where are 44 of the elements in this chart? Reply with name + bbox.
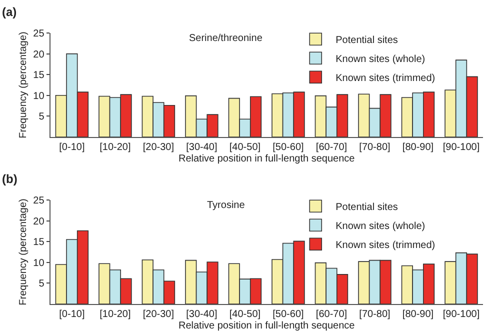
text: (a): [2, 5, 17, 19]
x-tick-label: [80-90]: [402, 309, 434, 320]
y-axis-title: Frequency (percentage): [18, 198, 30, 306]
y-tick-label: 15: [33, 70, 45, 82]
x-tick-label: [50-60]: [272, 309, 304, 320]
x-tick-label: [50-60]: [272, 142, 304, 153]
legend-label: Potential sites: [336, 35, 398, 46]
x-tick-label: [30-40]: [186, 309, 218, 320]
x-tick-label: [70-80]: [359, 309, 391, 320]
x-tick-label: [40-50]: [229, 142, 261, 153]
y-tick-label: 5: [38, 112, 45, 123]
chart-title: Serine/threonine: [189, 33, 263, 44]
x-tick-label: [0-10]: [59, 142, 85, 153]
x-tick-label: [0-10]: [59, 309, 85, 320]
y-tick-label: 20: [33, 216, 45, 228]
x-axis-title: Relative position in full-length sequence: [178, 154, 356, 164]
x-tick-label: [40-50]: [229, 309, 261, 320]
x-tick-label: [10-20]: [100, 142, 131, 153]
x-axis-title: Relative position in full-length sequence: [178, 320, 356, 332]
y-tick-label: 25: [33, 28, 45, 40]
legend-label: Known sites (whole): [336, 54, 426, 66]
y-axis-title: Frequency (percentage): [18, 32, 30, 138]
legend-label: Known sites (trimmed): [336, 240, 436, 252]
y-tick-label: 20: [33, 49, 45, 60]
x-tick-label: [30-40]: [186, 142, 218, 153]
x-tick-label: [60-70]: [316, 142, 348, 153]
x-tick-label: [60-70]: [316, 309, 348, 320]
x-tick-label: [90-100]: [442, 309, 480, 320]
x-tick-label: [70-80]: [359, 142, 391, 153]
y-tick-label: 15: [33, 237, 45, 248]
legend-label: Known sites (trimmed): [336, 73, 436, 84]
y-tick-label: 10: [33, 90, 45, 102]
x-tick-label: [80-90]: [402, 142, 434, 153]
legend-label: Potential sites: [336, 202, 398, 214]
x-tick-label: [20-30]: [142, 142, 174, 153]
y-tick-label: 5: [38, 278, 45, 290]
legend-label: Known sites (whole): [336, 221, 426, 232]
x-tick-label: [20-30]: [142, 309, 174, 320]
x-tick-label: [10-20]: [100, 309, 131, 320]
y-tick-label: 10: [33, 258, 45, 269]
x-tick-label: [90-100]: [442, 142, 480, 153]
y-tick-label: 25: [33, 196, 45, 206]
text: (b): [2, 172, 18, 186]
chart-title: Tyrosine: [207, 200, 246, 211]
